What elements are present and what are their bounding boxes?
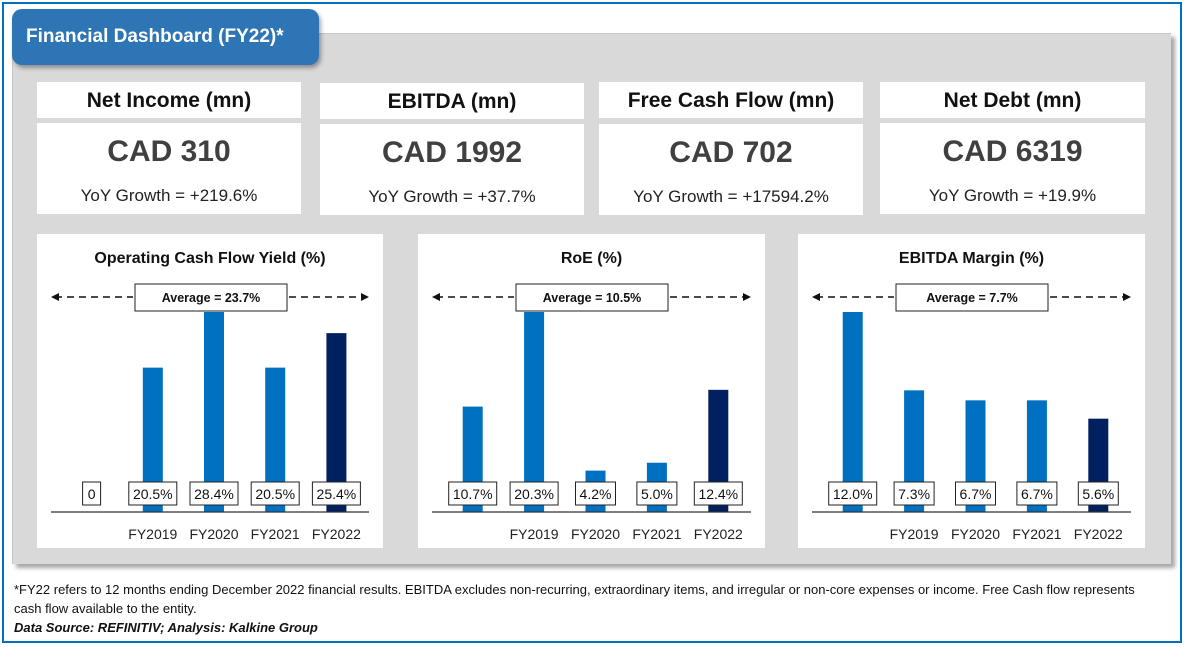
kpi-value: CAD 310 <box>107 135 231 168</box>
kpi-body: CAD 310 YoY Growth = +219.6% <box>37 123 301 214</box>
category-label: FY2022 <box>1074 526 1123 542</box>
data-label: 5.6% <box>1082 486 1114 502</box>
bar <box>265 367 286 512</box>
kpi-label: Net Debt (mn) <box>880 82 1145 118</box>
chart-roe: RoE (%) Average = 10.5% 10.7% 20.3% FY2019 4.… <box>418 234 765 548</box>
data-label: 28.4% <box>194 486 234 502</box>
data-label-box <box>893 481 935 506</box>
category-label: FY2021 <box>1012 526 1061 542</box>
chart-svg: Operating Cash Flow Yield (%) Average = 2… <box>51 250 369 542</box>
chart-title: Operating Cash Flow Yield (%) <box>94 250 325 267</box>
kpi-growth: YoY Growth = +17594.2% <box>633 187 829 206</box>
kpi-label: Free Cash Flow (mn) <box>599 82 863 118</box>
data-label: 20.5% <box>255 486 295 502</box>
data-source: Data Source: REFINITIV; Analysis: Kalkin… <box>14 620 318 635</box>
data-label: 12.0% <box>833 486 873 502</box>
data-label-box <box>311 481 361 506</box>
average-label-box <box>134 283 288 312</box>
data-label-box <box>828 481 878 506</box>
bar <box>708 389 729 512</box>
footnote-text: *FY22 refers to 12 months ending Decembe… <box>14 582 1135 616</box>
data-label-box <box>955 481 996 506</box>
kpi-growth: YoY Growth = +219.6% <box>80 186 258 205</box>
arrow-left-icon <box>432 293 440 301</box>
data-label: 20.5% <box>133 486 173 502</box>
category-label: FY2022 <box>694 526 743 542</box>
kpi-label: Net Income (mn) <box>37 82 301 118</box>
bar <box>326 333 347 512</box>
data-label-box <box>1016 481 1058 506</box>
data-label: 0 <box>88 486 96 502</box>
category-label: FY2020 <box>571 526 620 542</box>
data-label: 5.0% <box>641 486 673 502</box>
category-label: FY2022 <box>312 526 361 542</box>
data-label-box <box>509 481 559 506</box>
chart-svg: EBITDA Margin (%) Average = 7.7% 12.0% 7.3%… <box>812 250 1131 542</box>
category-label: FY2019 <box>128 526 177 542</box>
footnote: *FY22 refers to 12 months ending Decembe… <box>14 580 1164 637</box>
kpi-body: CAD 702 YoY Growth = +17594.2% <box>599 124 863 215</box>
kpi-value: CAD 702 <box>669 136 793 169</box>
data-label-box <box>128 481 178 506</box>
data-label-box <box>693 481 743 506</box>
category-label: FY2020 <box>951 526 1000 542</box>
category-label: FY2019 <box>890 526 939 542</box>
bar <box>842 312 863 512</box>
kpi-label: EBITDA (mn) <box>320 83 584 119</box>
kpi-body: CAD 6319 YoY Growth = +19.9% <box>880 123 1145 214</box>
kpi-body: CAD 1992 YoY Growth = +37.7% <box>320 124 584 215</box>
arrow-right-icon <box>743 293 751 301</box>
kpi-value: CAD 1992 <box>381 136 523 169</box>
dashboard-title: Financial Dashboard (FY22)* <box>12 9 319 65</box>
chart-title: RoE (%) <box>561 250 622 267</box>
kpi-growth: YoY Growth = +37.7% <box>368 187 536 206</box>
data-label: 25.4% <box>317 486 357 502</box>
data-label-box <box>636 481 678 506</box>
data-label-box <box>448 481 498 506</box>
data-label: 6.7% <box>960 486 992 502</box>
chart-svg: RoE (%) Average = 10.5% 10.7% 20.3% FY2019 4.… <box>432 250 751 542</box>
bar <box>524 312 545 512</box>
data-label: 12.4% <box>698 486 738 502</box>
data-label-box <box>82 481 102 506</box>
data-label-box <box>575 481 616 506</box>
data-label-box <box>1077 481 1119 506</box>
category-label: FY2020 <box>189 526 238 542</box>
arrow-left-icon <box>812 293 820 301</box>
chart-ebitda-margin: EBITDA Margin (%) Average = 7.7% 12.0% 7.3%… <box>798 234 1145 548</box>
data-label: 7.3% <box>898 486 930 502</box>
bar <box>142 367 163 512</box>
average-label-box <box>895 283 1049 312</box>
chart-operating-cash-flow-yield: Operating Cash Flow Yield (%) Average = 2… <box>37 234 383 548</box>
category-label: FY2019 <box>510 526 559 542</box>
data-label: 6.7% <box>1021 486 1053 502</box>
data-label: 4.2% <box>580 486 612 502</box>
arrow-right-icon <box>361 293 369 301</box>
average-label: Average = 23.7% <box>162 291 261 305</box>
kpi-value: CAD 6319 <box>942 135 1083 168</box>
average-label-box <box>515 283 669 312</box>
chart-title: EBITDA Margin (%) <box>899 250 1044 267</box>
data-label-box <box>250 481 300 506</box>
category-label: FY2021 <box>632 526 681 542</box>
data-label-box <box>189 481 239 506</box>
bar <box>204 312 224 512</box>
arrow-right-icon <box>1123 293 1131 301</box>
average-label: Average = 7.7% <box>926 291 1018 305</box>
kpi-growth: YoY Growth = +19.9% <box>928 186 1097 205</box>
category-label: FY2021 <box>251 526 300 542</box>
arrow-left-icon <box>51 293 59 301</box>
data-label: 20.3% <box>514 486 554 502</box>
data-label: 10.7% <box>453 486 493 502</box>
average-label: Average = 10.5% <box>543 291 642 305</box>
